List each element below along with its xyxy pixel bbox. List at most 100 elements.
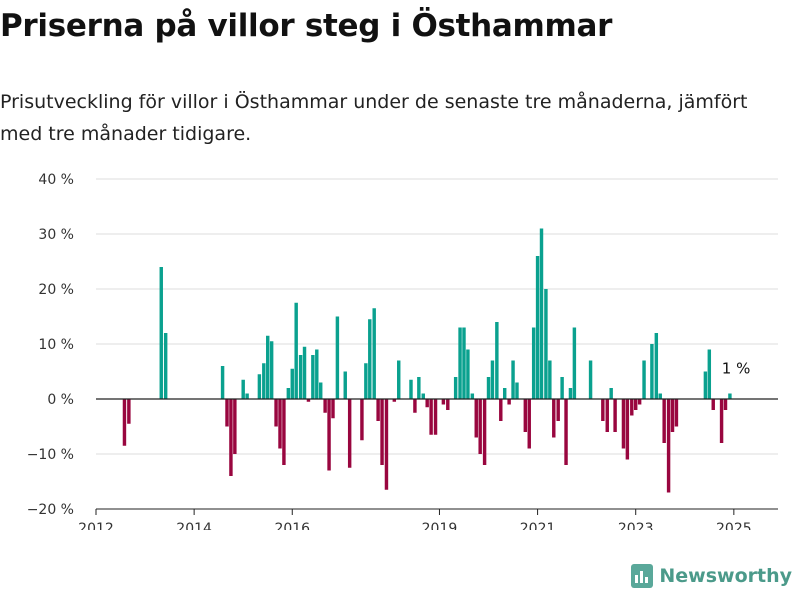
bar bbox=[282, 399, 286, 465]
bar bbox=[642, 360, 646, 399]
bar bbox=[674, 399, 679, 427]
bar bbox=[257, 374, 262, 399]
bar bbox=[658, 393, 662, 399]
bar bbox=[446, 399, 450, 410]
bar bbox=[723, 399, 728, 410]
bar bbox=[588, 360, 593, 399]
bar bbox=[323, 399, 327, 413]
bar bbox=[630, 399, 634, 416]
bar bbox=[458, 327, 462, 399]
bar bbox=[515, 382, 519, 399]
y-axis-ticks: −20 % −10 % 0 % 10 % 20 % 30 % 40 % bbox=[27, 172, 74, 518]
bar bbox=[601, 399, 605, 421]
y-tick-label: 30 % bbox=[38, 227, 74, 243]
bar bbox=[335, 316, 340, 399]
bar bbox=[609, 388, 613, 399]
bar bbox=[262, 363, 266, 399]
bar bbox=[163, 333, 168, 399]
bar bbox=[409, 379, 413, 399]
bar bbox=[470, 393, 475, 399]
y-tick-label: 0 % bbox=[47, 392, 74, 408]
bar bbox=[368, 319, 372, 399]
bar bbox=[372, 308, 376, 399]
bars bbox=[122, 228, 732, 493]
bar bbox=[535, 256, 540, 399]
bar bbox=[229, 399, 233, 476]
bar bbox=[556, 399, 560, 421]
bar bbox=[499, 399, 503, 421]
bar bbox=[613, 399, 617, 432]
bar-chart-logo-icon bbox=[631, 564, 654, 588]
bar bbox=[421, 393, 425, 399]
annotations: 1 % bbox=[722, 360, 751, 378]
bar bbox=[318, 382, 323, 399]
bar bbox=[568, 388, 573, 399]
bar bbox=[560, 377, 564, 399]
bar bbox=[241, 379, 245, 399]
bar bbox=[502, 388, 507, 399]
bar bbox=[490, 360, 495, 399]
bar bbox=[625, 399, 630, 460]
bar bbox=[637, 399, 642, 405]
bar bbox=[392, 399, 397, 402]
x-tick-label: 2021 bbox=[520, 521, 556, 530]
bar bbox=[662, 399, 666, 443]
bar bbox=[286, 388, 291, 399]
chart-title: Priserna på villor steg i Östhammar bbox=[0, 8, 613, 44]
bar bbox=[453, 377, 458, 399]
x-tick-label: 2012 bbox=[78, 521, 114, 530]
bar bbox=[544, 289, 548, 399]
x-tick-label: 2016 bbox=[274, 521, 310, 530]
bar bbox=[728, 393, 732, 399]
bar bbox=[364, 363, 368, 399]
bar bbox=[347, 399, 352, 468]
bar bbox=[531, 327, 536, 399]
y-tick-label: −10 % bbox=[27, 447, 74, 463]
bar bbox=[666, 399, 671, 493]
bar bbox=[462, 327, 466, 399]
bar bbox=[315, 349, 319, 399]
bar bbox=[380, 399, 384, 465]
x-tick-label: 2014 bbox=[176, 521, 212, 530]
bar bbox=[245, 393, 249, 399]
bar bbox=[478, 399, 482, 454]
bar bbox=[278, 399, 282, 449]
bar bbox=[621, 399, 626, 449]
brand-logo[interactable]: Newsworthy bbox=[631, 564, 792, 588]
bar bbox=[360, 399, 364, 441]
bar bbox=[474, 399, 478, 438]
bar-chart: −20 % −10 % 0 % 10 % 20 % 30 % 40 % 2012 2014 20… bbox=[27, 172, 778, 530]
bar bbox=[507, 399, 511, 405]
x-tick-label: 2019 bbox=[422, 521, 458, 530]
bar bbox=[269, 341, 274, 399]
bar bbox=[539, 228, 544, 399]
bar bbox=[327, 399, 331, 471]
bar bbox=[294, 302, 298, 399]
bar bbox=[225, 399, 229, 427]
bar bbox=[311, 355, 315, 399]
bar bbox=[266, 335, 270, 399]
brand-name: Newsworthy bbox=[659, 565, 792, 587]
y-tick-label: 40 % bbox=[38, 172, 74, 188]
y-tick-label: 10 % bbox=[38, 337, 74, 353]
annotation-label: 1 % bbox=[722, 360, 751, 378]
bar bbox=[495, 322, 499, 399]
bar bbox=[719, 399, 724, 443]
bar bbox=[650, 344, 654, 399]
bar bbox=[298, 355, 303, 399]
bar bbox=[548, 360, 552, 399]
bar bbox=[274, 399, 278, 427]
bar bbox=[711, 399, 715, 410]
bar bbox=[572, 327, 577, 399]
bar bbox=[707, 349, 712, 399]
bar bbox=[290, 368, 294, 399]
y-tick-label: 20 % bbox=[38, 282, 74, 298]
bar bbox=[552, 399, 556, 438]
bar bbox=[159, 267, 163, 399]
bar bbox=[429, 399, 433, 435]
bar bbox=[122, 399, 127, 446]
bar bbox=[486, 377, 491, 399]
y-tick-label: −20 % bbox=[27, 502, 74, 518]
bar bbox=[511, 360, 515, 399]
bar bbox=[233, 399, 237, 454]
